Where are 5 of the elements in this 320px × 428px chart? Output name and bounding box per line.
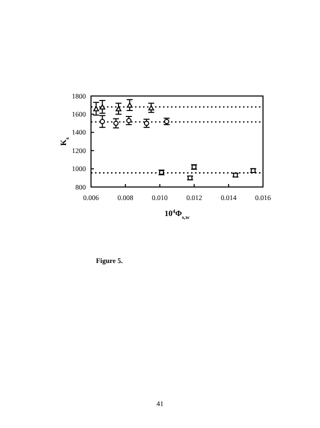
point [99,104,106,110]
point [116,106,122,112]
point [93,106,100,112]
x-axis-title: 10$^{4}$Φ$_{s,w}$ [164,209,190,221]
point [126,102,133,108]
